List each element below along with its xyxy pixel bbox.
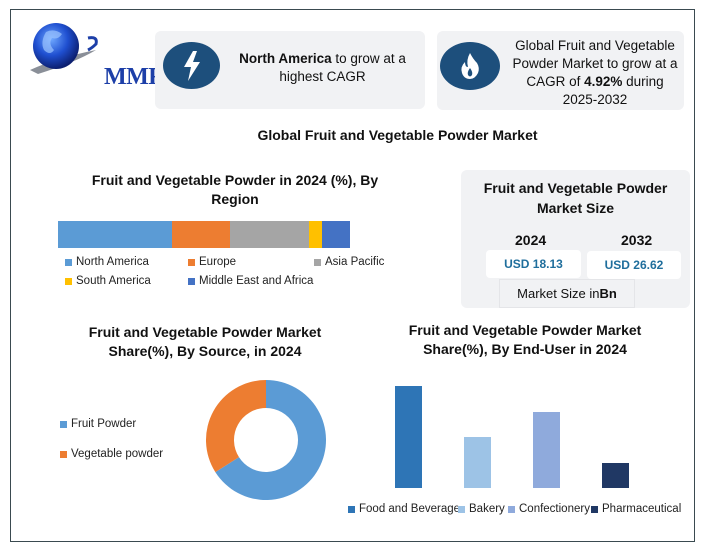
legend-label: South America xyxy=(76,275,151,287)
market-size-unit: Market Size in Bn xyxy=(499,279,635,308)
year-2024-label: 2024 xyxy=(515,232,547,248)
legend-swatch xyxy=(188,258,195,266)
value-2032: USD 26.62 xyxy=(587,251,681,279)
source-donut-chart xyxy=(206,380,326,500)
bar-segment-asia-pacific xyxy=(230,221,310,248)
legend-label: Asia Pacific xyxy=(325,256,385,268)
legend-label: North America xyxy=(76,256,149,268)
region-chart-title: Fruit and Vegetable Powder in 2024 (%), … xyxy=(91,172,379,207)
market-size-title: Fruit and Vegetable Powder Market Size xyxy=(483,180,668,216)
bar-segment-north-america xyxy=(58,221,172,248)
lightning-icon xyxy=(163,42,220,89)
bar-segment-europe xyxy=(171,221,231,248)
highlight-text-2: Global Fruit and Vegetable Powder Market… xyxy=(512,38,678,107)
legend-swatch xyxy=(65,277,72,285)
legend-swatch xyxy=(348,505,355,513)
highlight-text-1: North America to grow at a highest CAGR xyxy=(239,51,406,84)
source-chart-title: Fruit and Vegetable Powder Market Share(… xyxy=(88,324,322,359)
enduser-chart-title: Fruit and Vegetable Powder Market Share(… xyxy=(408,322,642,357)
legend-item-middle-east-and-africa: Middle East and Africa xyxy=(188,275,313,287)
legend-label: Middle East and Africa xyxy=(199,275,314,287)
legend-label: Pharmaceutical xyxy=(602,503,682,515)
market-size-panel: Fruit and Vegetable Powder Market Size 2… xyxy=(461,170,690,308)
mmr-logo: MMR xyxy=(26,20,166,90)
legend-label: Europe xyxy=(199,256,237,268)
donut-slice-vegetable-powder xyxy=(206,380,266,473)
legend-label: Bakery xyxy=(469,503,505,515)
globe-icon xyxy=(30,23,98,74)
bar-segment-middle-east-and-africa xyxy=(322,221,350,248)
bar-pharmaceutical xyxy=(602,462,629,488)
enduser-bar-chart xyxy=(370,380,670,488)
main-title: Global Fruit and Vegetable Powder Market xyxy=(257,127,538,143)
legend-swatch xyxy=(60,420,67,428)
legend-swatch xyxy=(508,505,515,513)
legend-label: Confectionery xyxy=(519,503,590,515)
region-stacked-bar xyxy=(58,221,350,248)
legend-item-food-and-beverage: Food and Beverage xyxy=(348,503,460,515)
legend-label: Vegetable powder xyxy=(71,448,164,460)
legend-item-south-america: South America xyxy=(65,275,151,287)
legend-swatch xyxy=(65,258,72,266)
highlight-card-north-america: North America to grow at a highest CAGR xyxy=(155,31,425,109)
legend-item-fruit-powder: Fruit Powder xyxy=(60,418,136,430)
legend-item-europe: Europe xyxy=(188,256,236,268)
legend-swatch xyxy=(188,277,195,285)
flame-icon xyxy=(440,42,500,90)
bar-confectionery xyxy=(533,411,560,488)
legend-item-vegetable-powder: Vegetable powder xyxy=(60,448,163,460)
legend-swatch xyxy=(60,450,67,458)
value-2024: USD 18.13 xyxy=(486,250,581,278)
bar-bakery xyxy=(464,437,491,488)
highlight-card-cagr: Global Fruit and Vegetable Powder Market… xyxy=(437,31,684,110)
legend-swatch xyxy=(458,505,465,513)
year-2032-label: 2032 xyxy=(621,232,653,248)
donut-slice-fruit-powder xyxy=(215,380,326,500)
legend-item-asia-pacific: Asia Pacific xyxy=(314,256,384,268)
legend-swatch xyxy=(314,258,321,266)
legend-item-bakery: Bakery xyxy=(458,503,505,515)
legend-label: Fruit Powder xyxy=(71,418,137,430)
legend-item-north-america: North America xyxy=(65,256,149,268)
legend-item-confectionery: Confectionery xyxy=(508,503,590,515)
bar-food-and-beverage xyxy=(395,386,422,488)
legend-label: Food and Beverage xyxy=(359,503,461,515)
bar-segment-south-america xyxy=(309,221,323,248)
legend-item-pharmaceutical: Pharmaceutical xyxy=(591,503,681,515)
legend-swatch xyxy=(591,505,598,513)
